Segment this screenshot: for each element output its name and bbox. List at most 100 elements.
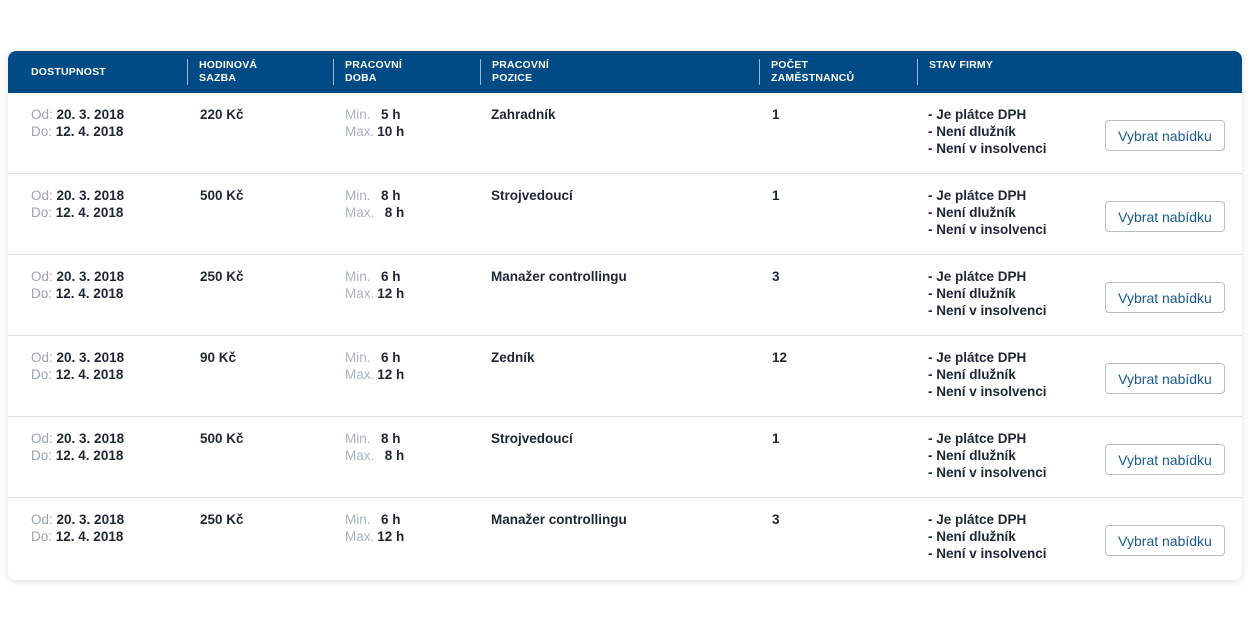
table-row: Od: 20. 3. 2018 Do: 12. 4. 2018 220 Kč Min.… [8, 93, 1242, 174]
select-offer-button[interactable]: Vybrat nabídku [1105, 363, 1225, 394]
company-status-cell: - Je plátce DPH - Není dlužník - Není v in… [928, 268, 1047, 319]
header-position: PRACOVNÍ POZICE [480, 59, 549, 85]
vat-payer-status: - Je plátce DPH [928, 512, 1027, 527]
max-hours: 12 h [377, 529, 405, 544]
min-label: Min. [345, 512, 371, 527]
min-hours: 5 h [381, 107, 401, 122]
header-employees: POČET ZAMĚSTNANCŮ [759, 59, 854, 85]
vat-payer-status: - Je plátce DPH [928, 431, 1027, 446]
select-offer-button[interactable]: Vybrat nabídku [1105, 444, 1225, 475]
position-cell: Strojvedoucí [491, 188, 573, 203]
min-label: Min. [345, 431, 371, 446]
work-time-cell: Min. 6 h Max. 12 h [345, 268, 404, 302]
from-label: Od: [31, 269, 53, 284]
from-label: Od: [31, 107, 53, 122]
debtor-status: - Není dlužník [928, 286, 1016, 301]
company-status-cell: - Je plátce DPH - Není dlužník - Není v in… [928, 106, 1047, 157]
header-work-time-line1: PRACOVNÍ [345, 59, 403, 71]
to-date: 12. 4. 2018 [55, 448, 124, 463]
employees-count-cell: 1 [772, 107, 780, 122]
vat-payer-status: - Je plátce DPH [928, 350, 1027, 365]
company-status-cell: - Je plátce DPH - Není dlužník - Není v in… [928, 430, 1047, 481]
to-label: Do: [31, 448, 53, 463]
from-date: 20. 3. 2018 [56, 269, 125, 284]
header-position-line2: POZICE [492, 72, 533, 84]
position-cell: Manažer controllingu [491, 512, 627, 527]
max-label: Max. [345, 448, 375, 463]
min-label: Min. [345, 107, 371, 122]
select-offer-button[interactable]: Vybrat nabídku [1105, 282, 1225, 313]
max-hours: 8 h [384, 448, 405, 463]
max-label: Max. [345, 205, 375, 220]
min-label: Min. [345, 350, 371, 365]
employees-count-cell: 1 [772, 431, 780, 446]
from-label: Od: [31, 431, 53, 446]
select-offer-button[interactable]: Vybrat nabídku [1105, 525, 1225, 556]
position-cell: Manažer controllingu [491, 269, 627, 284]
to-label: Do: [31, 367, 53, 382]
select-offer-button[interactable]: Vybrat nabídku [1105, 120, 1225, 151]
min-hours: 6 h [381, 350, 401, 365]
availability-cell: Od: 20. 3. 2018 Do: 12. 4. 2018 [31, 106, 124, 140]
table-header: DOSTUPNOST HODINOVÁ SAZBA PRACOVNÍ DOBA … [8, 51, 1242, 93]
availability-cell: Od: 20. 3. 2018 Do: 12. 4. 2018 [31, 349, 124, 383]
work-time-cell: Min. 6 h Max. 12 h [345, 349, 404, 383]
header-company-status-label: STAV FIRMY [929, 59, 994, 71]
hourly-rate-cell: 250 Kč [200, 269, 244, 284]
to-date: 12. 4. 2018 [55, 205, 124, 220]
header-company-status: STAV FIRMY [917, 59, 993, 85]
hourly-rate-cell: 500 Kč [200, 431, 244, 446]
max-label: Max. [345, 124, 375, 139]
header-position-line1: PRACOVNÍ [492, 59, 550, 71]
to-label: Do: [31, 205, 53, 220]
max-hours: 12 h [377, 367, 405, 382]
debtor-status: - Není dlužník [928, 529, 1016, 544]
insolvency-status: - Není v insolvenci [928, 303, 1047, 318]
hourly-rate-cell: 500 Kč [200, 188, 244, 203]
hourly-rate-cell: 250 Kč [200, 512, 244, 527]
employees-count-cell: 3 [772, 269, 780, 284]
min-label: Min. [345, 269, 371, 284]
vat-payer-status: - Je plátce DPH [928, 269, 1027, 284]
debtor-status: - Není dlužník [928, 448, 1016, 463]
offers-table: DOSTUPNOST HODINOVÁ SAZBA PRACOVNÍ DOBA … [8, 51, 1242, 580]
debtor-status: - Není dlužník [928, 367, 1016, 382]
select-offer-button[interactable]: Vybrat nabídku [1105, 201, 1225, 232]
to-label: Do: [31, 529, 53, 544]
to-label: Do: [31, 286, 53, 301]
company-status-cell: - Je plátce DPH - Není dlužník - Není v in… [928, 511, 1047, 562]
from-date: 20. 3. 2018 [56, 188, 125, 203]
vat-payer-status: - Je plátce DPH [928, 188, 1027, 203]
table-row: Od: 20. 3. 2018 Do: 12. 4. 2018 500 Kč Min.… [8, 174, 1242, 255]
from-date: 20. 3. 2018 [56, 350, 125, 365]
from-date: 20. 3. 2018 [56, 431, 125, 446]
availability-cell: Od: 20. 3. 2018 Do: 12. 4. 2018 [31, 430, 124, 464]
table-row: Od: 20. 3. 2018 Do: 12. 4. 2018 250 Kč Min.… [8, 255, 1242, 336]
company-status-cell: - Je plátce DPH - Není dlužník - Není v in… [928, 349, 1047, 400]
to-label: Do: [31, 124, 53, 139]
min-hours: 6 h [381, 269, 401, 284]
vat-payer-status: - Je plátce DPH [928, 107, 1027, 122]
insolvency-status: - Není v insolvenci [928, 546, 1047, 561]
company-status-cell: - Je plátce DPH - Není dlužník - Není v in… [928, 187, 1047, 238]
header-work-time-line2: DOBA [345, 72, 377, 84]
max-hours: 10 h [377, 124, 405, 139]
from-date: 20. 3. 2018 [56, 512, 125, 527]
header-employees-line1: POČET [771, 59, 809, 71]
max-label: Max. [345, 529, 375, 544]
max-hours: 12 h [377, 286, 405, 301]
hourly-rate-cell: 220 Kč [200, 107, 244, 122]
position-cell: Strojvedoucí [491, 431, 573, 446]
availability-cell: Od: 20. 3. 2018 Do: 12. 4. 2018 [31, 187, 124, 221]
from-label: Od: [31, 512, 53, 527]
to-date: 12. 4. 2018 [55, 367, 124, 382]
debtor-status: - Není dlužník [928, 124, 1016, 139]
work-time-cell: Min. 5 h Max. 10 h [345, 106, 404, 140]
max-label: Max. [345, 286, 375, 301]
max-hours: 8 h [384, 205, 405, 220]
insolvency-status: - Není v insolvenci [928, 141, 1047, 156]
from-date: 20. 3. 2018 [56, 107, 125, 122]
employees-count-cell: 1 [772, 188, 780, 203]
employees-count-cell: 12 [772, 350, 788, 365]
max-label: Max. [345, 367, 375, 382]
